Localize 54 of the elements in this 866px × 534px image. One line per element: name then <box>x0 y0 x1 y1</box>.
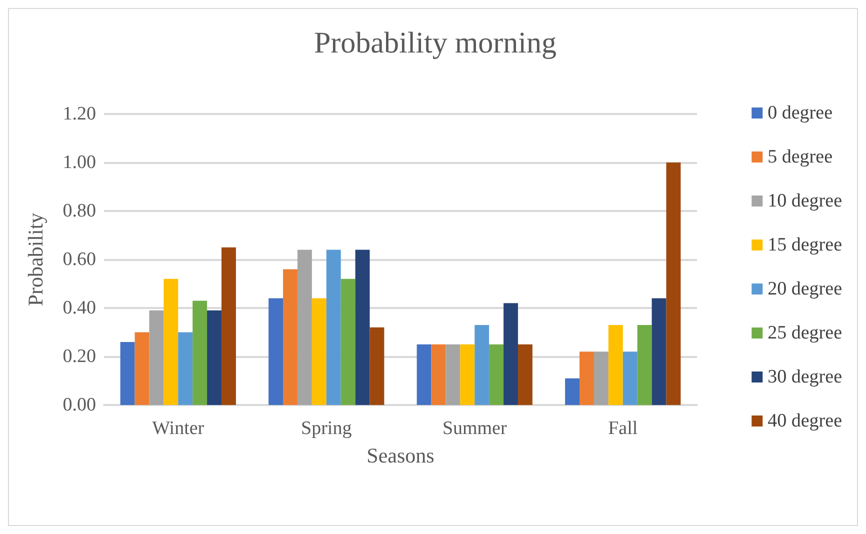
bar <box>149 310 164 405</box>
bar <box>340 278 356 405</box>
bar <box>192 300 208 405</box>
legend-label: 30 degree <box>768 366 842 388</box>
legend-label: 0 degree <box>768 102 833 124</box>
bar <box>637 324 652 405</box>
legend-label: 10 degree <box>768 190 842 212</box>
legend-label: 40 degree <box>768 410 842 432</box>
x-tick-label: Summer <box>442 418 508 439</box>
x-tick-label: Fall <box>608 418 638 439</box>
bar <box>355 250 370 405</box>
bar <box>460 344 475 405</box>
x-tick-label: Spring <box>301 418 352 439</box>
bar <box>608 324 623 405</box>
x-axis-title: Seasons <box>366 444 434 468</box>
y-tick-label: 0.00 <box>62 394 96 416</box>
bar <box>326 250 341 405</box>
legend-label: 25 degree <box>768 322 842 344</box>
bar <box>164 278 178 405</box>
y-tick-label: 1.00 <box>62 152 96 173</box>
bar <box>446 344 460 405</box>
y-tick-label: 0.40 <box>62 298 96 318</box>
legend-label: 20 degree <box>768 278 842 300</box>
y-tick-label: 0.20 <box>62 346 96 367</box>
bar <box>120 342 135 405</box>
chart-title: Probability morning <box>314 26 556 60</box>
bar <box>580 352 594 405</box>
bar <box>565 378 580 405</box>
bar <box>134 332 150 405</box>
bar <box>518 344 532 405</box>
bar <box>312 298 326 405</box>
y-tick-label: 0.60 <box>62 249 96 270</box>
bar <box>416 344 432 405</box>
bar <box>431 344 446 405</box>
bar <box>297 250 312 405</box>
bar <box>594 352 608 405</box>
y-tick-label: 1.20 <box>62 104 96 124</box>
bar <box>489 344 504 405</box>
y-axis-title: Probability <box>24 212 48 306</box>
bar <box>268 298 284 405</box>
legend-label: 15 degree <box>768 234 842 256</box>
bar <box>622 352 638 405</box>
bar <box>283 269 298 405</box>
legend-label: 5 degree <box>768 146 833 168</box>
y-tick-label: 0.80 <box>62 200 96 222</box>
bar <box>474 324 490 405</box>
bar <box>178 332 193 405</box>
bar <box>207 310 222 405</box>
x-tick-label: Winter <box>152 418 205 439</box>
bar <box>666 162 681 405</box>
bar <box>652 298 666 405</box>
bar <box>221 247 236 405</box>
bar <box>370 327 384 405</box>
bar <box>504 303 518 405</box>
